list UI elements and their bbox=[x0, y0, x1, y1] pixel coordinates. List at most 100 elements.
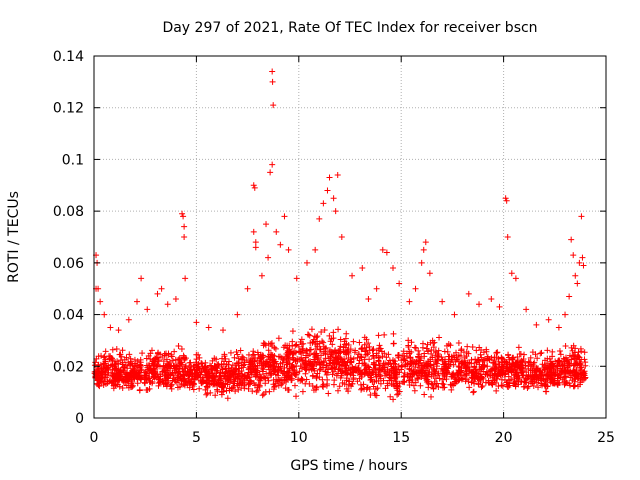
data-point bbox=[115, 327, 122, 334]
data-point bbox=[244, 285, 251, 292]
data-point bbox=[308, 326, 315, 333]
data-point bbox=[489, 381, 496, 388]
data-point bbox=[421, 363, 428, 370]
data-point bbox=[561, 367, 568, 374]
data-point bbox=[575, 370, 582, 377]
data-point bbox=[538, 382, 545, 389]
data-point bbox=[354, 354, 361, 361]
data-point bbox=[435, 347, 442, 354]
data-point bbox=[269, 342, 276, 349]
data-point bbox=[556, 358, 563, 365]
data-point bbox=[578, 213, 585, 220]
data-point bbox=[549, 353, 556, 360]
data-point bbox=[91, 370, 98, 377]
data-point bbox=[431, 378, 438, 385]
data-point bbox=[209, 357, 216, 364]
data-point bbox=[488, 296, 495, 303]
data-point bbox=[472, 356, 479, 363]
data-point bbox=[319, 338, 326, 345]
data-point bbox=[533, 321, 540, 328]
data-point bbox=[279, 359, 286, 366]
data-point bbox=[313, 334, 320, 341]
data-point bbox=[461, 360, 468, 367]
data-point bbox=[297, 363, 304, 370]
data-point bbox=[240, 362, 247, 369]
data-point bbox=[356, 360, 363, 367]
data-point bbox=[162, 376, 169, 383]
data-point bbox=[363, 366, 370, 373]
data-point bbox=[330, 329, 337, 336]
data-point bbox=[110, 377, 117, 384]
data-point bbox=[475, 380, 482, 387]
data-point bbox=[304, 331, 311, 338]
data-point bbox=[415, 361, 422, 368]
data-point bbox=[284, 353, 291, 360]
data-point bbox=[223, 368, 230, 375]
data-point bbox=[130, 374, 137, 381]
data-point bbox=[426, 270, 433, 277]
data-point bbox=[522, 359, 529, 366]
data-point bbox=[420, 359, 427, 366]
data-point bbox=[312, 246, 319, 253]
data-point bbox=[198, 380, 205, 387]
data-point bbox=[206, 370, 213, 377]
data-point bbox=[139, 350, 146, 357]
data-point bbox=[468, 379, 475, 386]
data-point bbox=[349, 272, 356, 279]
data-point bbox=[432, 368, 439, 375]
data-point bbox=[361, 341, 368, 348]
data-point bbox=[106, 378, 113, 385]
data-point bbox=[519, 371, 526, 378]
data-point bbox=[194, 372, 201, 379]
data-point bbox=[208, 367, 215, 374]
data-point bbox=[113, 345, 120, 352]
data-point bbox=[223, 375, 230, 382]
data-point bbox=[432, 352, 439, 359]
data-point bbox=[512, 275, 519, 282]
data-point bbox=[237, 347, 244, 354]
data-point bbox=[307, 346, 314, 353]
data-point bbox=[119, 359, 126, 366]
data-point bbox=[265, 377, 272, 384]
data-point bbox=[334, 171, 341, 178]
data-point bbox=[396, 280, 403, 287]
data-point bbox=[181, 365, 188, 372]
data-point bbox=[562, 311, 569, 318]
data-point bbox=[535, 384, 542, 391]
data-point bbox=[578, 366, 585, 373]
data-point bbox=[445, 340, 452, 347]
data-point bbox=[286, 372, 293, 379]
data-point bbox=[194, 363, 201, 370]
data-point bbox=[466, 384, 473, 391]
data-point bbox=[579, 254, 586, 261]
data-point bbox=[193, 319, 200, 326]
data-point bbox=[445, 363, 452, 370]
data-point bbox=[408, 339, 415, 346]
data-point bbox=[439, 380, 446, 387]
data-point bbox=[248, 355, 255, 362]
data-point bbox=[444, 348, 451, 355]
data-point bbox=[293, 341, 300, 348]
tick-labels: 0 5 10 15 20 25 0 0.02 0.04 0.06 0.08 0.1 0.12 0.14 bbox=[53, 49, 615, 446]
data-point bbox=[107, 324, 114, 331]
data-point bbox=[232, 375, 239, 382]
data-point bbox=[438, 365, 445, 372]
data-point bbox=[578, 348, 585, 355]
data-point bbox=[337, 343, 344, 350]
data-point bbox=[554, 381, 561, 388]
data-point bbox=[572, 371, 579, 378]
data-point bbox=[343, 364, 350, 371]
data-point bbox=[219, 366, 226, 373]
data-point bbox=[365, 296, 372, 303]
data-point bbox=[559, 362, 566, 369]
data-point bbox=[220, 384, 227, 391]
data-point bbox=[165, 350, 172, 357]
data-point bbox=[247, 357, 254, 364]
data-point bbox=[98, 368, 105, 375]
data-point bbox=[108, 369, 115, 376]
data-point bbox=[154, 361, 161, 368]
data-point bbox=[98, 352, 105, 359]
data-point bbox=[347, 346, 354, 353]
data-point bbox=[131, 374, 138, 381]
data-point bbox=[214, 382, 221, 389]
